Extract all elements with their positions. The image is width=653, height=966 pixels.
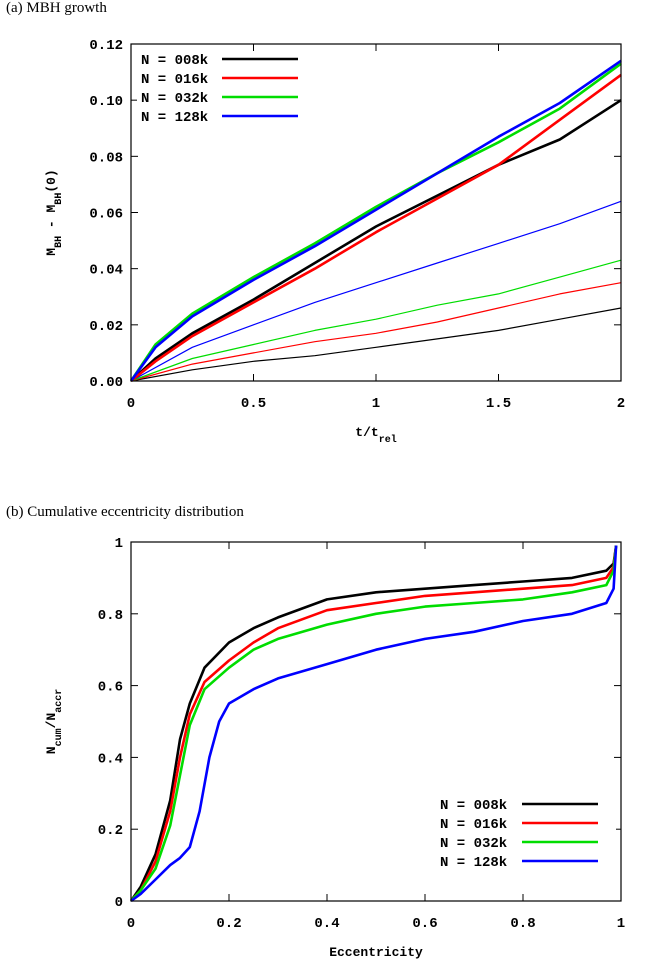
series-line xyxy=(129,545,618,902)
x-tick-label: 0.6 xyxy=(412,916,437,932)
x-tick-label: 0 xyxy=(127,916,135,932)
plot-frame xyxy=(130,43,622,382)
series-line xyxy=(130,73,622,383)
legend-bg xyxy=(137,108,299,126)
y-tick-label: 0.04 xyxy=(89,263,123,279)
x-axis-label: t/trel xyxy=(355,425,396,446)
y-tick-label: 0.4 xyxy=(98,751,123,767)
y-tick-label: 0.8 xyxy=(98,608,123,624)
legend-label: N = 016k xyxy=(440,817,507,833)
series-line xyxy=(130,545,618,903)
y-tick-label: 0.10 xyxy=(89,94,123,110)
y-tick-label: 0.12 xyxy=(89,38,123,54)
legend-label: N = 008k xyxy=(141,53,208,69)
legend-label: N = 032k xyxy=(440,836,507,852)
y-tick-label: 1 xyxy=(115,536,123,552)
series-line xyxy=(130,200,622,382)
legend-label: N = 016k xyxy=(141,72,208,88)
x-axis-label: Eccentricity xyxy=(329,945,423,960)
series-line xyxy=(130,259,622,382)
x-tick-label: 2 xyxy=(617,396,625,412)
legend-label: N = 008k xyxy=(440,798,507,814)
y-tick-label: 0.6 xyxy=(98,680,123,696)
y-tick-label: 0 xyxy=(115,895,123,911)
x-tick-label: 0 xyxy=(127,396,135,412)
series-line xyxy=(129,62,622,382)
series-line xyxy=(129,59,622,382)
series-line xyxy=(130,99,622,382)
legend-label: N = 128k xyxy=(141,110,208,126)
x-tick-label: 0.8 xyxy=(510,916,535,932)
chart-b: 0 0.2 0.4 0.6 0.8 1 0 0.2 0.4 0.6 0.8 1 Eccentricity… xyxy=(44,536,625,960)
x-tick-label: 0.4 xyxy=(314,916,339,932)
legend-label: N = 032k xyxy=(141,91,208,107)
legend-bg xyxy=(137,51,299,69)
y-axis-label: MBH - MBH(0) xyxy=(44,169,65,255)
x-tick-label: 1 xyxy=(372,396,380,412)
series-line xyxy=(130,307,622,382)
y-tick-label: 0.00 xyxy=(89,375,123,391)
x-tick-label: 1 xyxy=(617,916,625,932)
legend-bg xyxy=(137,89,299,107)
chart-a: 0 0.5 1 1.5 2 0.00 0.02 0.04 0.06 0.08 0.10 0.12 t/t… xyxy=(44,38,625,446)
x-tick-label: 0.5 xyxy=(241,396,266,412)
series-line xyxy=(130,282,622,382)
series-line xyxy=(130,545,618,902)
caption-a: (a) MBH growth xyxy=(6,0,107,16)
plot-frame xyxy=(130,541,622,902)
x-tick-label: 1.5 xyxy=(486,396,511,412)
legend-label: N = 128k xyxy=(440,855,507,871)
series-line xyxy=(130,545,618,902)
y-axis-label: Ncum/Naccr xyxy=(44,689,65,754)
y-tick-label: 0.08 xyxy=(89,150,123,166)
caption-b: (b) Cumulative eccentricity distribution xyxy=(6,504,244,520)
x-tick-label: 0.2 xyxy=(216,916,241,932)
legend-bg xyxy=(137,70,299,88)
y-tick-label: 0.02 xyxy=(89,319,123,335)
y-tick-label: 0.06 xyxy=(89,207,123,223)
y-tick-label: 0.2 xyxy=(98,823,123,839)
